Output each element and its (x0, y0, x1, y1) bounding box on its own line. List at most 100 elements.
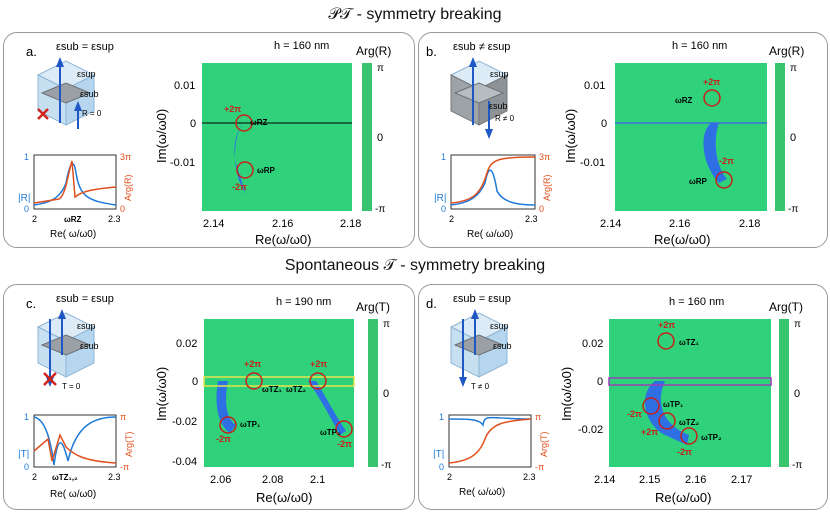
eps-sup-label-b: εsup (490, 69, 509, 79)
map-a-xlabel: Re(ω/ω0) (255, 232, 311, 247)
map-c-ytick-2: -0.02 (172, 416, 197, 428)
inset-c-x0: 2 (32, 472, 37, 482)
map-d-zero2-loop (658, 412, 676, 430)
eps-sub-label-d: εsub (493, 341, 512, 351)
map-d-ytick-0: 0.02 (582, 338, 603, 350)
colorbar-a-top: π (377, 63, 384, 74)
map-c-minus2pi-1: -2π (216, 434, 231, 444)
panel-b-letter: b. (426, 44, 437, 59)
map-c-background (204, 319, 354, 467)
section-title-t: Spontaneous 𝒯 - symmetry breaking (284, 257, 546, 274)
map-c-xlabel: Re(ω/ω0) (256, 490, 312, 505)
map-a-zero-loop (235, 114, 253, 132)
map-a-ylabel: Im(ω/ω0) (154, 109, 169, 163)
map-c-zero1-label: ωTZ₁ (262, 385, 283, 394)
inset-a-x1: 2.3 (108, 214, 121, 224)
inset-b-xlabel: Re( ω/ω0) (467, 229, 513, 240)
colorbar-c (368, 319, 378, 467)
map-c-pole1-loop (219, 416, 237, 434)
map-d-xtick-2: 2.16 (685, 474, 706, 486)
map-b-minus2pi: -2π (719, 156, 734, 166)
colorbar-d-bot: -π (792, 460, 802, 471)
map-b-xtick-0: 2.14 (600, 218, 621, 230)
map-c-plus2pi-1: +2π (244, 359, 261, 369)
panel-d-figure: d. εsub = εsup εsup εsub T ≠ 0 |T| 1 0 π… (426, 293, 803, 505)
inset-b-rlabel: Arg(R) (542, 174, 552, 201)
map-a-background (202, 63, 352, 211)
map-d-pole1-loop (642, 397, 660, 415)
map-d-xlabel: Re(ω/ω0) (655, 490, 711, 505)
inset-c-ylabel: |T| (18, 449, 29, 460)
inset-a-mark: ωRZ (64, 215, 82, 224)
r-condition-a: R = 0 (82, 109, 102, 118)
map-c-xtick-1: 2.08 (262, 474, 283, 486)
map-d-pole1-label: ωTP₁ (663, 400, 684, 409)
panel-c-figure: c. εsub = εsup εsup εsub T = 0 |T| 1 0 π… (18, 293, 391, 505)
panel-a: a. εsub = εsup εsup εsub R = 0 |R| 1 0 3… (3, 32, 415, 248)
inset-b-x1: 2.3 (525, 214, 538, 224)
section-title-pt: 𝒫𝒯 - symmetry breaking (328, 6, 502, 23)
metasurface-schematic-d: εsup εsub T ≠ 0 (449, 309, 512, 391)
map-d-pole2-loop (680, 427, 698, 445)
map-b-xtick-2: 2.18 (739, 218, 760, 230)
inset-a-y0: 0 (24, 204, 29, 214)
metasurface-schematic-c: εsup εsub T = 0 (36, 309, 99, 391)
panel-d-condition: εsub = εsup (453, 293, 511, 305)
map-c-ytick-3: -0.04 (172, 456, 197, 468)
inset-c-magnitude-curve (33, 416, 117, 466)
inset-a-r0: 0 (120, 204, 125, 214)
map-b-zero-label: ωRZ (675, 96, 693, 105)
map-a-ytick-2: -0.01 (170, 157, 195, 169)
eps-sub-label-a: εsub (80, 89, 99, 99)
inset-b-x0: 2 (449, 214, 454, 224)
inset-c-xlabel: Re( ω/ω0) (50, 489, 96, 500)
colorbar-b (775, 63, 785, 211)
map-d-xtick-0: 2.14 (594, 474, 615, 486)
map-c-minus2pi-2: -2π (337, 439, 352, 449)
map-d-ytick-1: 0 (597, 376, 603, 388)
eps-sup-label-c: εsup (77, 321, 96, 331)
map-c-pole1-label: ωTP₁ (240, 420, 261, 429)
colorbar-c-title: Arg(T) (356, 300, 390, 314)
panel-b-condition: εsub ≠ εsup (453, 41, 510, 53)
map-b-pole-loop (715, 171, 733, 189)
inset-c-y1: 1 (24, 412, 29, 422)
colorbar-d-title: Arg(T) (769, 300, 803, 314)
map-c-thickness: h = 190 nm (276, 296, 331, 308)
map-a-ytick-0: 0.01 (174, 80, 195, 92)
r-condition-b: R ≠ 0 (495, 114, 515, 123)
map-b-xlabel: Re(ω/ω0) (654, 232, 710, 247)
map-c-ylabel: Im(ω/ω0) (154, 367, 169, 421)
panel-a-figure: a. εsub = εsup εsup εsub R = 0 |R| 1 0 3… (18, 40, 391, 247)
metasurface-schematic-a: εsup εsub R = 0 (36, 57, 102, 129)
colorbar-b-top: π (790, 63, 797, 74)
inset-plot-a: |R| 1 0 3π 0 Arg(R) 2 2.3 ωRZ Re( ω/ω0) (18, 152, 133, 240)
map-b-ytick-0: 0.01 (584, 80, 605, 92)
colorbar-d-mid: 0 (794, 388, 800, 400)
map-a-plus2pi: +2π (224, 104, 241, 114)
inset-a-y1: 1 (24, 152, 29, 162)
inset-c-r1: π (120, 412, 126, 422)
inset-b-phase-curve (450, 156, 536, 204)
map-a-minus2pi: -2π (232, 182, 247, 192)
inset-plot-d: |T| 1 0 π -π Arg(T) 2 2.3 Re( ω/ω0) (433, 412, 549, 498)
map-d-pole2-label: ωTP₂ (701, 433, 722, 442)
panel-a-letter: a. (26, 44, 37, 59)
inset-d-r1: π (535, 412, 541, 422)
inset-b-y1: 1 (441, 152, 446, 162)
panel-b-figure: b. εsub ≠ εsup εsup εsub R ≠ 0 |R| 1 0 3… (426, 40, 804, 247)
map-c-xtick-2: 2.1 (310, 474, 325, 486)
map-b-pole-label: ωRP (689, 177, 708, 186)
inset-d-x0: 2 (447, 472, 452, 482)
inset-b-ylabel: |R| (434, 193, 446, 204)
inset-d-magnitude-curve (448, 416, 532, 427)
map-d-plus2pi-2: +2π (641, 427, 658, 437)
inset-a-phase-curve (33, 160, 117, 204)
map-c-pole2-label: ωTP₂ (320, 428, 341, 437)
colorbar-a (362, 63, 372, 211)
eps-sup-label-d: εsup (490, 321, 509, 331)
map-a-ytick-1: 0 (190, 118, 196, 130)
map-b-xtick-1: 2.16 (669, 218, 690, 230)
map-d-zero1-loop (657, 332, 675, 350)
map-c-zero2-label: ωTZ₂ (286, 385, 307, 394)
